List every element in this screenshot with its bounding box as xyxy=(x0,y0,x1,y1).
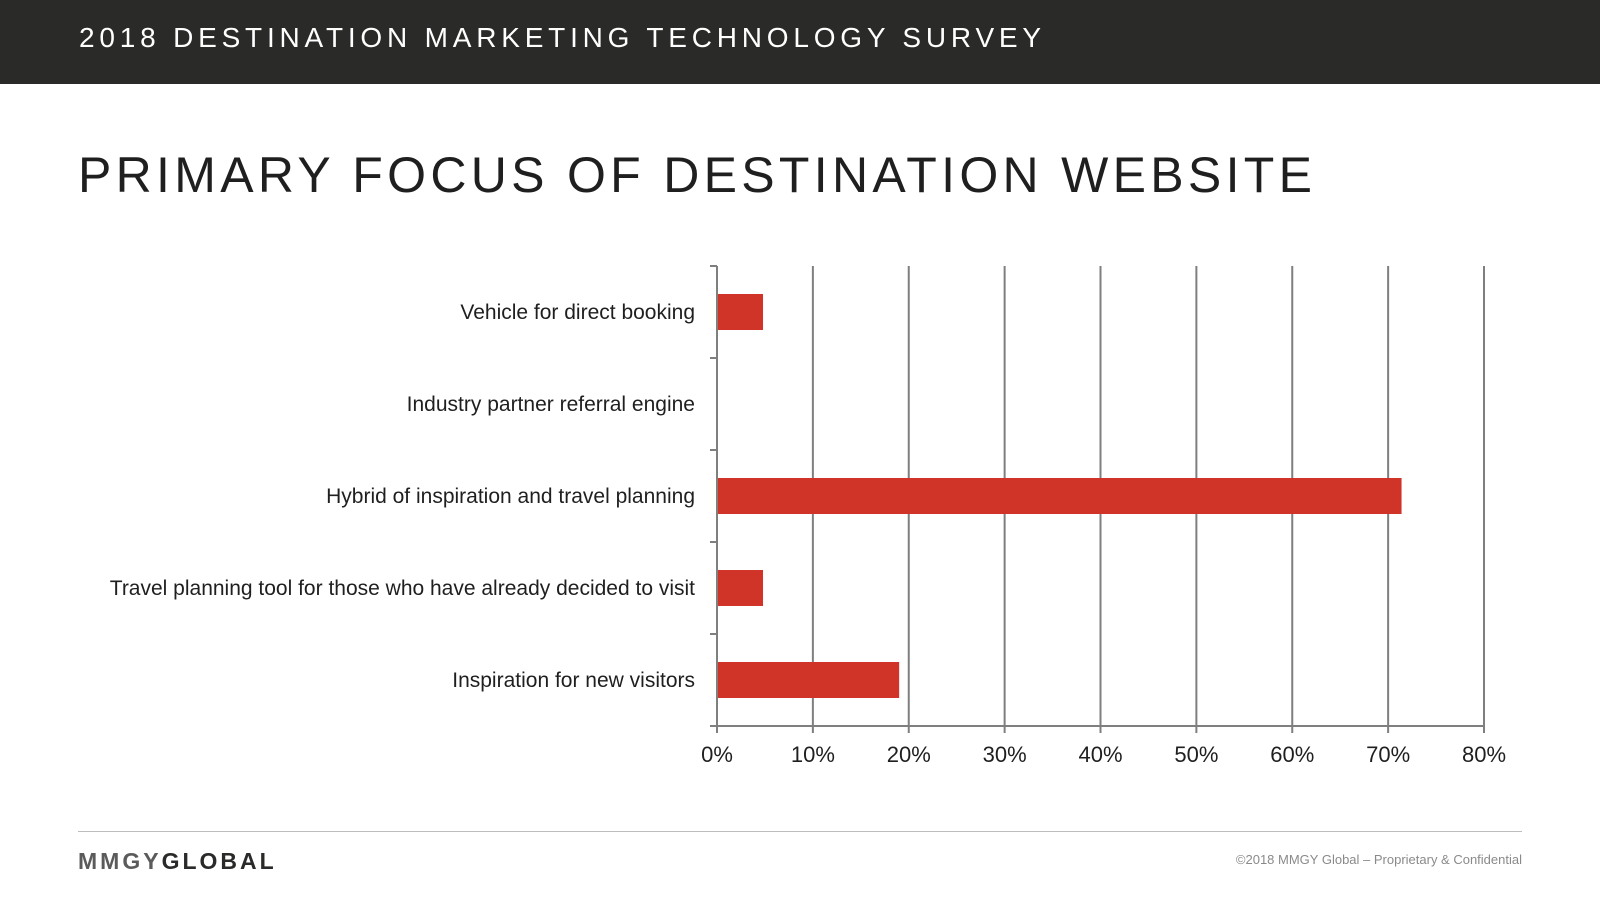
x-tick-label-80: 80% xyxy=(1462,742,1506,767)
page-title: PRIMARY FOCUS OF DESTINATION WEBSITE xyxy=(78,146,1317,203)
x-tick-label-60: 60% xyxy=(1270,742,1314,767)
category-label-3: Travel planning tool for those who have … xyxy=(110,577,695,600)
company-logo: MMGYGLOBAL xyxy=(78,848,277,875)
category-label-4: Inspiration for new visitors xyxy=(452,669,695,692)
x-tick-label-0: 0% xyxy=(701,742,733,767)
category-label-2: Hybrid of inspiration and travel plannin… xyxy=(326,485,695,508)
x-tick-label-20: 20% xyxy=(887,742,931,767)
copyright-notice: ©2018 MMGY Global – Proprietary & Confid… xyxy=(1235,852,1522,867)
bar-4 xyxy=(717,662,900,698)
category-label-1: Industry partner referral engine xyxy=(407,393,695,416)
x-tick-label-10: 10% xyxy=(791,742,835,767)
header-bar: 2018 DESTINATION MARKETING TECHNOLOGY SU… xyxy=(0,0,1600,84)
category-label-0: Vehicle for direct booking xyxy=(460,301,695,324)
x-tick-label-40: 40% xyxy=(1078,742,1122,767)
bar-0 xyxy=(717,294,764,330)
bar-3 xyxy=(717,570,764,606)
footer-divider xyxy=(78,831,1522,832)
x-tick-label-30: 30% xyxy=(983,742,1027,767)
logo-part-global: GLOBAL xyxy=(161,848,277,874)
logo-part-mmgy: MMGY xyxy=(78,848,162,874)
x-tick-label-70: 70% xyxy=(1366,742,1410,767)
x-tick-label-50: 50% xyxy=(1174,742,1218,767)
survey-title: 2018 DESTINATION MARKETING TECHNOLOGY SU… xyxy=(79,22,1046,53)
bar-2 xyxy=(717,478,1402,514)
